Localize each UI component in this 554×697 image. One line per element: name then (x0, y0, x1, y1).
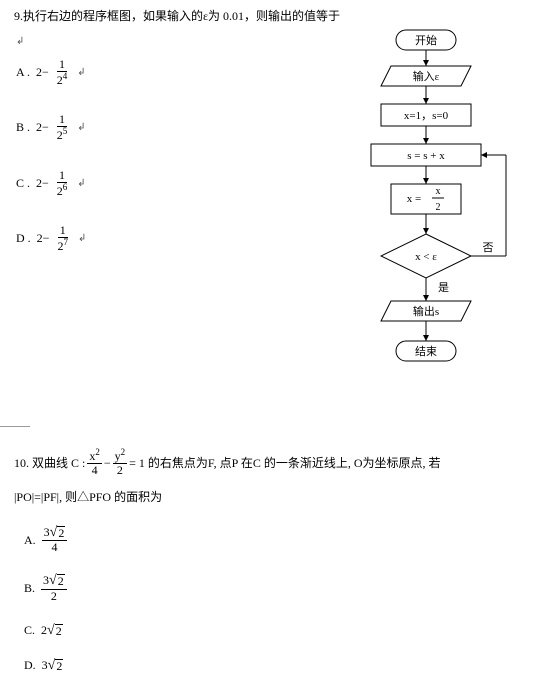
q10-option-b: B. 3√2 2 (24, 574, 540, 602)
flow-accum: s = s + x (407, 150, 445, 162)
value: 2√2 (41, 623, 63, 638)
value: 3√2 (42, 658, 64, 673)
fraction: 1 26 (55, 169, 70, 198)
q10-line2-text: |PO|=|PF|, 则△PFO 的面积为 (14, 484, 162, 510)
den-exp: 6 (63, 182, 68, 192)
line-end-mark: ↲ (77, 67, 85, 78)
radicand: 2 (57, 526, 65, 540)
numerator: 3√2 (41, 574, 67, 589)
option-prefix: 2− (37, 231, 50, 246)
option-label: D . (16, 231, 31, 246)
question-9: 9.执行右边的程序框图，如果输入的ε为 0.01，则输出的值等于 ↲ A . 2… (14, 8, 540, 253)
den-exp: 4 (63, 71, 68, 81)
q10-rest: = 1 的右焦点为F, 点P 在C 的一条渐近线上, O为坐标原点, 若 (129, 450, 440, 476)
denominator: 24 (55, 72, 70, 87)
flow-start: 开始 (415, 33, 437, 47)
radicand: 2 (55, 659, 63, 673)
fraction: y2 2 (113, 448, 128, 477)
q10-option-d: D. 3√2 (24, 658, 540, 673)
option-prefix: 2− (36, 120, 49, 135)
fraction: 1 25 (55, 113, 70, 142)
line-end-mark: ↲ (77, 178, 85, 189)
flow-end: 结束 (415, 345, 437, 358)
flow-no: 否 (483, 242, 494, 254)
q10-option-a: A. 3√2 4 (24, 526, 540, 554)
q10-option-c: C. 2√2 (24, 623, 540, 638)
flow-half-den: 2 (436, 202, 441, 213)
option-prefix: 2− (36, 65, 49, 80)
line-end-mark: ↲ (77, 122, 85, 133)
q10-prefix: 10. 双曲线 C : (14, 450, 85, 476)
option-label: C. (24, 623, 35, 638)
line-end-mark: ↲ (16, 36, 24, 47)
denominator: 26 (55, 183, 70, 198)
fraction: 1 24 (55, 58, 70, 87)
option-label: D. (24, 658, 36, 673)
fraction: 3√2 2 (41, 574, 67, 602)
q9-prompt: 9.执行右边的程序框图，如果输入的ε为 0.01，则输出的值等于 (14, 8, 540, 25)
divider (0, 426, 30, 427)
numerator: 1 (58, 224, 68, 238)
sqrt: √2 (50, 526, 66, 540)
numerator: 1 (57, 113, 67, 127)
denominator: 25 (55, 127, 70, 142)
flow-output: 输出s (413, 304, 439, 318)
num-exp: 2 (95, 447, 100, 457)
radicand: 2 (57, 574, 65, 588)
den-exp: 7 (63, 237, 68, 247)
q10-options: A. 3√2 4 B. 3√2 2 C. 2√2 D. (24, 526, 540, 673)
fraction: x2 4 (87, 448, 102, 477)
denominator: 2 (115, 464, 125, 477)
denominator: 4 (90, 464, 100, 477)
flow-half-num: x (436, 186, 441, 197)
q10-line1: 10. 双曲线 C : x2 4 − y2 2 = 1 的右焦点为F, 点P 在… (14, 448, 540, 477)
q10-line2: |PO|=|PF|, 则△PFO 的面积为 (14, 484, 540, 510)
num-exp: 2 (121, 447, 126, 457)
flow-input: 输入ε (413, 69, 440, 83)
numerator: 1 (57, 169, 67, 183)
line-end-mark: ↲ (78, 233, 86, 244)
numerator: y2 (113, 448, 128, 464)
denominator: 2 (49, 590, 59, 603)
denominator: 4 (50, 541, 60, 554)
fraction: 3√2 4 (42, 526, 68, 554)
option-label: B . (16, 120, 30, 135)
numerator: 3√2 (42, 526, 68, 541)
option-label: C . (16, 176, 30, 191)
numerator: x2 (87, 448, 102, 464)
flow-yes: 是 (438, 281, 449, 294)
sqrt: √2 (49, 574, 65, 588)
flow-half-lhs: x = (407, 193, 421, 205)
sqrt: √2 (48, 659, 64, 673)
numerator: 1 (57, 58, 67, 72)
option-prefix: 2− (36, 176, 49, 191)
flowchart: 开始 输入ε x=1，s=0 s = s + x x = x 2 x < ε 否… (336, 26, 526, 386)
sqrt: √2 (47, 624, 63, 638)
fraction: 1 27 (55, 224, 70, 253)
flow-init: x=1，s=0 (404, 110, 449, 122)
question-10: 10. 双曲线 C : x2 4 − y2 2 = 1 的右焦点为F, 点P 在… (14, 448, 540, 673)
option-label: A . (16, 65, 30, 80)
den-exp: 5 (63, 126, 68, 136)
minus: − (104, 450, 111, 476)
option-label: A. (24, 533, 36, 548)
option-label: B. (24, 581, 35, 596)
radicand: 2 (55, 624, 63, 638)
denominator: 27 (55, 238, 70, 253)
flow-cond: x < ε (415, 251, 437, 263)
